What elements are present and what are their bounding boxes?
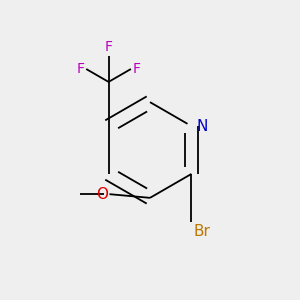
- Text: Br: Br: [193, 224, 210, 238]
- Text: F: F: [76, 62, 84, 76]
- Text: N: N: [197, 118, 208, 134]
- Text: F: F: [133, 62, 141, 76]
- Text: O: O: [96, 187, 108, 202]
- Text: F: F: [105, 40, 112, 54]
